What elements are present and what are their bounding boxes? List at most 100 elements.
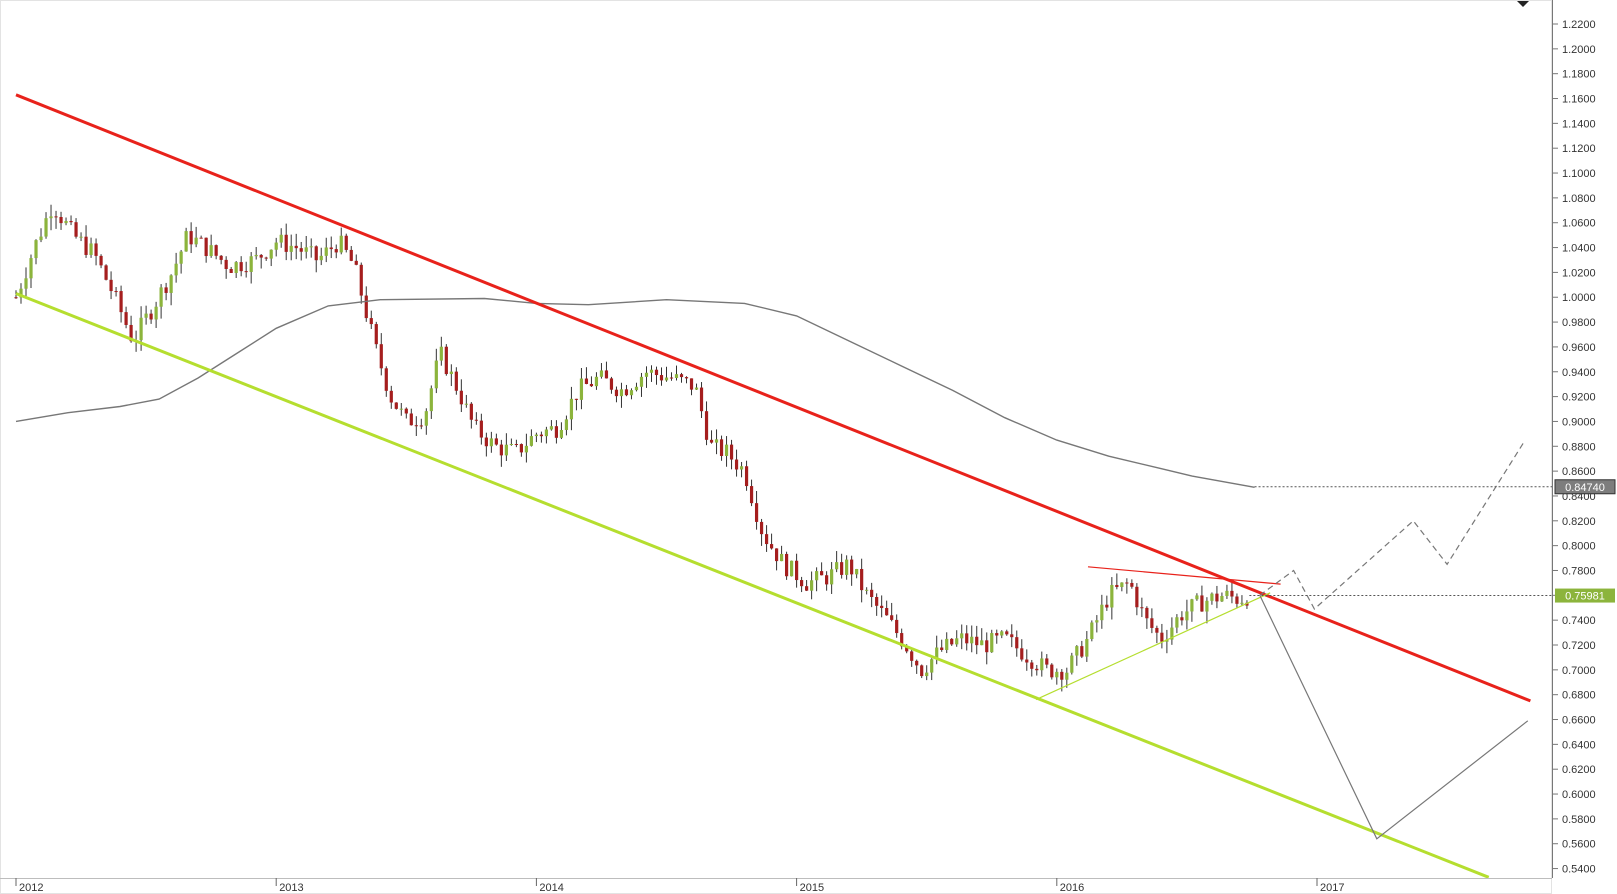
candle-body: [144, 313, 148, 318]
candle-body: [779, 553, 784, 562]
candle-body: [614, 389, 619, 397]
candle-body: [1190, 599, 1194, 612]
candle-body: [284, 234, 288, 252]
candle-body: [204, 237, 208, 257]
candle-body: [179, 251, 183, 264]
candle-body: [1200, 595, 1204, 612]
candle-body: [895, 619, 899, 634]
candle-body: [419, 425, 423, 427]
candle-body: [1160, 632, 1164, 642]
candle-body: [1140, 607, 1144, 609]
candle-body: [544, 429, 549, 437]
candle-body: [1010, 634, 1014, 638]
candle-body: [364, 295, 368, 319]
candle-body: [1100, 604, 1104, 621]
candle-body: [19, 288, 23, 298]
x-tick-label: 2013: [279, 882, 303, 894]
candle-body: [759, 521, 764, 535]
y-tick-label: 0.6800: [1562, 690, 1596, 702]
candle-body: [1095, 620, 1099, 623]
candle-body: [634, 386, 639, 391]
candle-body: [34, 240, 38, 259]
candle-body: [704, 411, 709, 440]
candle-body: [439, 346, 443, 361]
candle-body: [800, 580, 804, 587]
candle-body: [224, 259, 228, 270]
chart-menu-chevron-icon[interactable]: [1517, 1, 1529, 7]
candle-body: [890, 615, 894, 620]
candle-body: [659, 375, 664, 381]
candle-body: [269, 249, 273, 259]
candle-body: [1145, 607, 1149, 619]
y-tick-label: 1.0200: [1562, 267, 1596, 279]
candle-body: [374, 324, 378, 345]
candle-body: [39, 236, 43, 241]
x-tick-label: 2015: [800, 882, 824, 894]
projection-dashed: [1259, 439, 1526, 610]
candle-body: [1035, 668, 1039, 671]
x-tick-label: 2014: [539, 882, 563, 894]
candle-body: [1220, 595, 1224, 602]
y-tick-label: 1.1400: [1562, 118, 1596, 130]
candle-body: [449, 371, 453, 375]
candle-body: [1075, 646, 1079, 656]
candle-body: [314, 246, 318, 261]
candle-body: [409, 413, 413, 426]
candle-body: [1110, 584, 1114, 608]
candle-body: [1135, 586, 1139, 608]
y-tick-label: 1.0600: [1562, 218, 1596, 230]
y-tick-label: 0.5400: [1562, 864, 1596, 876]
candle-body: [1185, 611, 1189, 621]
candle-body: [915, 660, 919, 666]
candle-body: [1130, 582, 1134, 587]
candle-body: [855, 568, 859, 575]
candle-body: [354, 260, 358, 265]
candle-body: [709, 439, 714, 443]
candle-body: [84, 236, 88, 255]
candle-body: [499, 444, 503, 456]
candle-body: [114, 291, 118, 293]
y-tick-label: 1.2200: [1562, 19, 1596, 31]
candle-body: [840, 562, 844, 575]
candle-body: [850, 559, 854, 575]
y-tick-label: 1.1200: [1562, 143, 1596, 155]
x-tick-label: 2016: [1060, 882, 1084, 894]
candle-body: [694, 387, 699, 390]
price-labels: 0.84740 0.75981: [1554, 479, 1616, 603]
candle-body: [484, 437, 488, 447]
candle-body: [769, 544, 774, 549]
candle-body: [1120, 582, 1124, 588]
candle-body: [1195, 595, 1199, 600]
candle-body: [539, 434, 544, 437]
y-tick-label: 0.8800: [1562, 441, 1596, 453]
candle-body: [139, 317, 143, 341]
candle-body: [524, 445, 528, 453]
candle-body: [369, 318, 373, 325]
candle-body: [935, 647, 939, 660]
candle-body: [59, 217, 63, 224]
candle-body: [494, 438, 498, 445]
candle-body: [464, 403, 468, 405]
candle-body: [1205, 600, 1209, 612]
candle-body: [404, 408, 408, 414]
y-tick-label: 1.2000: [1562, 44, 1596, 56]
candle-body: [734, 459, 739, 470]
resistance-trendline: [1087, 566, 1281, 585]
candle-body: [264, 257, 268, 259]
y-tick-label: 0.7800: [1562, 565, 1596, 577]
candle-body: [845, 559, 849, 575]
x-tick-label: 2012: [19, 882, 43, 894]
overlay-lines: [15, 93, 1552, 879]
candle-body: [1155, 627, 1159, 633]
candle-body: [99, 255, 103, 266]
last-price-text: 0.75981: [1565, 591, 1605, 603]
y-tick-label: 0.6200: [1562, 764, 1596, 776]
candle-body: [319, 255, 323, 261]
candle-body: [629, 390, 634, 396]
candle-body: [985, 640, 989, 653]
candle-body: [1070, 655, 1074, 673]
candle-body: [744, 466, 749, 487]
candle-body: [104, 265, 108, 280]
candle-body: [639, 376, 644, 387]
